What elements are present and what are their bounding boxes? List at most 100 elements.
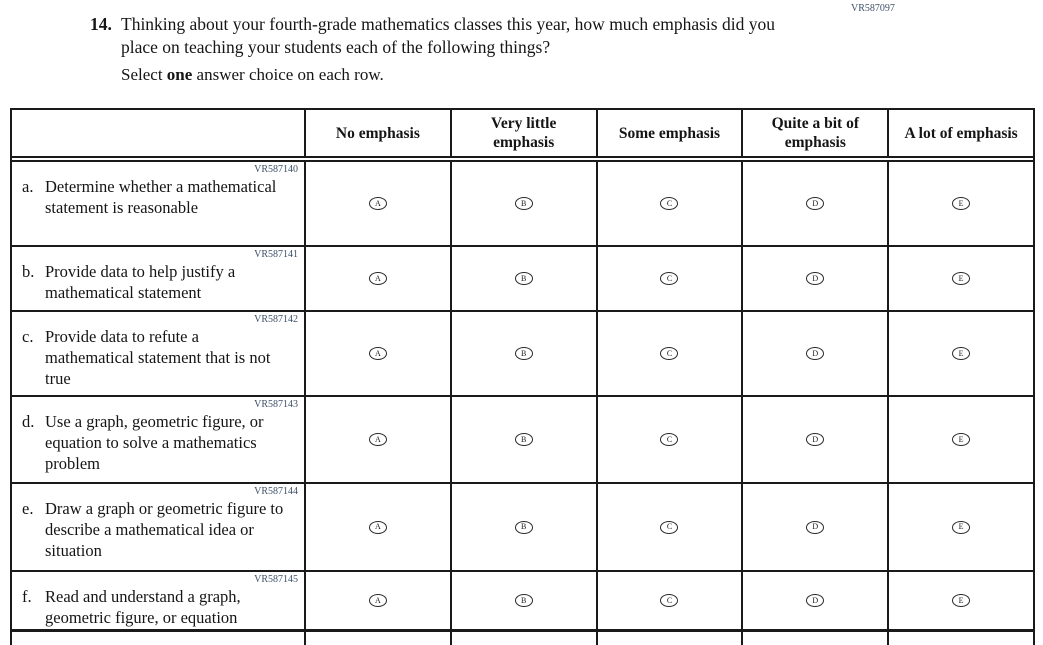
choice-bubble-a[interactable]: A — [368, 520, 387, 534]
cutoff-cell — [887, 632, 1033, 645]
choice-cell: E — [887, 162, 1033, 245]
cutoff-cell — [741, 632, 887, 645]
choice-bubble-d[interactable]: D — [806, 433, 825, 446]
choice-bubble-a[interactable]: A — [368, 197, 387, 210]
table-row: VR587140 a. Determine whether a mathemat… — [12, 162, 1033, 247]
question-block: 14. Thinking about your fourth-grade mat… — [90, 13, 799, 59]
row-code: VR587144 — [254, 486, 298, 497]
choice-bubble-b[interactable]: B — [514, 520, 533, 534]
choice-bubble-b[interactable]: B — [514, 347, 533, 360]
choice-bubble-e[interactable]: E — [952, 594, 971, 607]
cutoff-cell — [595, 632, 742, 645]
row-letter: b. — [22, 262, 35, 281]
header-cell-some-emphasis: Some emphasis — [595, 110, 742, 156]
row-stem-cell: VR587141 b. Provide data to help justify… — [12, 247, 304, 310]
row-letter: a. — [22, 177, 34, 196]
choice-bubble-d[interactable]: D — [806, 272, 825, 285]
choice-cell: B — [449, 397, 596, 482]
choice-cell: C — [595, 247, 742, 310]
choice-bubble-c[interactable]: C — [660, 433, 679, 446]
question-instruction: Select one answer choice on each row. — [121, 64, 384, 86]
choice-bubble-e[interactable]: E — [952, 272, 971, 285]
cutoff-cell — [304, 632, 450, 645]
choice-cell: A — [304, 312, 450, 395]
choice-bubble-a[interactable]: A — [368, 272, 387, 285]
choice-bubble-e[interactable]: E — [952, 347, 971, 360]
column-header-label: Very little emphasis — [491, 115, 557, 151]
choice-bubble-d[interactable]: D — [806, 520, 825, 534]
row-text: Provide data to help justify a mathemati… — [45, 262, 236, 302]
choice-cell: D — [741, 572, 887, 629]
choice-bubble-a[interactable]: A — [368, 433, 387, 446]
question-text: Thinking about your fourth-grade mathema… — [121, 14, 775, 57]
column-header-label: Quite a bit of emphasis — [771, 115, 859, 151]
row-letter: e. — [22, 499, 34, 518]
row-text: Provide data to refute a mathematical st… — [45, 327, 271, 388]
table-header-row: No emphasis Very little emphasis Some em… — [12, 110, 1033, 162]
instruction-suffix: answer choice on each row. — [192, 65, 384, 84]
choice-bubble-c[interactable]: C — [660, 520, 679, 534]
question-number: 14. — [90, 14, 112, 34]
choice-bubble-c[interactable]: C — [660, 594, 679, 607]
choice-cell: C — [595, 162, 742, 245]
row-code: VR587141 — [254, 249, 298, 260]
row-text: Read and understand a graph, geometric f… — [45, 587, 241, 627]
choice-bubble-c[interactable]: C — [660, 347, 679, 360]
choice-bubble-e[interactable]: E — [952, 520, 971, 534]
choice-bubble-e[interactable]: E — [952, 433, 971, 446]
choice-cell: D — [741, 484, 887, 570]
choice-cell: A — [304, 397, 450, 482]
choice-cell: D — [741, 397, 887, 482]
choice-cell: C — [595, 397, 742, 482]
choice-bubble-c[interactable]: C — [660, 197, 679, 210]
choice-cell: E — [887, 572, 1033, 629]
choice-cell: B — [449, 484, 596, 570]
choice-bubble-d[interactable]: D — [806, 347, 825, 360]
table-cutoff-row — [12, 632, 1033, 645]
choice-cell: D — [741, 162, 887, 245]
form-code: VR587097 — [851, 3, 895, 14]
row-code: VR587142 — [254, 314, 298, 325]
cutoff-cell — [12, 632, 304, 645]
choice-cell: A — [304, 162, 450, 245]
choice-cell: B — [449, 312, 596, 395]
header-cell-a-lot-of-emphasis: A lot of emphasis — [887, 110, 1033, 156]
row-code: VR587143 — [254, 399, 298, 410]
choice-bubble-d[interactable]: D — [806, 594, 825, 607]
choice-cell: E — [887, 312, 1033, 395]
choice-cell: A — [304, 484, 450, 570]
choice-bubble-b[interactable]: B — [514, 197, 533, 210]
row-code: VR587140 — [254, 164, 298, 175]
choice-bubble-e[interactable]: E — [952, 197, 971, 210]
row-letter: f. — [22, 587, 32, 606]
row-letter: d. — [22, 412, 35, 431]
choice-cell: B — [449, 572, 596, 629]
choice-bubble-b[interactable]: B — [514, 272, 533, 285]
column-header-label: Some emphasis — [618, 124, 721, 142]
column-header-label: No emphasis — [335, 124, 420, 142]
table-row: VR587143 d. Use a graph, geometric figur… — [12, 397, 1033, 484]
row-stem-cell: VR587144 e. Draw a graph or geometric fi… — [12, 484, 304, 570]
choice-bubble-c[interactable]: C — [660, 272, 679, 285]
choice-cell: E — [887, 484, 1033, 570]
choice-bubble-d[interactable]: D — [806, 197, 825, 210]
row-text: Determine whether a mathematical stateme… — [45, 177, 277, 217]
choice-cell: E — [887, 397, 1033, 482]
table-row: VR587145 f. Read and understand a graph,… — [12, 572, 1033, 632]
choice-bubble-a[interactable]: A — [368, 594, 387, 607]
table-row: VR587144 e. Draw a graph or geometric fi… — [12, 484, 1033, 572]
choice-cell: C — [595, 312, 742, 395]
instruction-prefix: Select — [121, 65, 167, 84]
choice-cell: B — [449, 162, 596, 245]
choice-bubble-b[interactable]: B — [514, 433, 533, 446]
answer-table: No emphasis Very little emphasis Some em… — [10, 108, 1035, 645]
row-letter: c. — [22, 327, 34, 346]
header-cell-very-little-emphasis: Very little emphasis — [449, 110, 596, 156]
choice-bubble-a[interactable]: A — [368, 347, 387, 360]
choice-bubble-b[interactable]: B — [514, 594, 533, 607]
choice-cell: D — [741, 247, 887, 310]
row-stem-cell: VR587140 a. Determine whether a mathemat… — [12, 162, 304, 245]
row-stem-cell: VR587143 d. Use a graph, geometric figur… — [12, 397, 304, 482]
choice-cell: E — [887, 247, 1033, 310]
